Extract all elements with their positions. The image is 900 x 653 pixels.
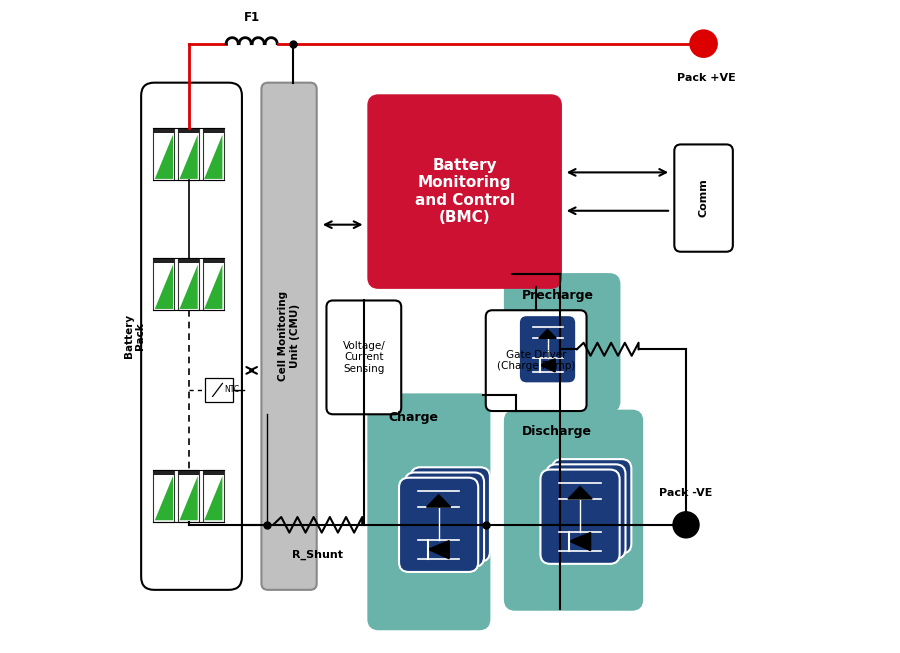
FancyBboxPatch shape — [410, 468, 490, 562]
FancyBboxPatch shape — [486, 310, 587, 411]
Polygon shape — [204, 135, 222, 179]
Text: Charge: Charge — [388, 411, 438, 424]
FancyBboxPatch shape — [141, 83, 242, 590]
FancyBboxPatch shape — [540, 470, 619, 564]
Polygon shape — [428, 541, 449, 559]
Circle shape — [689, 29, 718, 58]
Bar — [154, 470, 175, 475]
Bar — [154, 128, 175, 180]
Polygon shape — [155, 135, 173, 179]
Text: Battery
Monitoring
and Control
(BMC): Battery Monitoring and Control (BMC) — [415, 158, 515, 225]
Polygon shape — [155, 476, 173, 520]
FancyBboxPatch shape — [674, 144, 733, 251]
FancyBboxPatch shape — [519, 315, 576, 383]
Bar — [154, 470, 175, 522]
Text: Precharge: Precharge — [521, 289, 593, 302]
FancyBboxPatch shape — [505, 411, 642, 609]
Bar — [202, 258, 224, 263]
FancyBboxPatch shape — [505, 274, 619, 411]
Polygon shape — [204, 264, 222, 309]
Text: R_Shunt: R_Shunt — [292, 550, 343, 560]
Polygon shape — [568, 486, 592, 499]
FancyBboxPatch shape — [399, 478, 478, 572]
Bar — [202, 128, 224, 180]
Polygon shape — [540, 358, 555, 372]
FancyBboxPatch shape — [552, 459, 631, 554]
Bar — [154, 128, 175, 133]
Text: Gate Driver
(Charge Pump): Gate Driver (Charge Pump) — [497, 350, 575, 372]
Polygon shape — [570, 533, 590, 550]
Text: Voltage/
Current
Sensing: Voltage/ Current Sensing — [343, 341, 385, 374]
Text: F1: F1 — [244, 11, 260, 24]
Text: Battery
Pack: Battery Pack — [124, 314, 146, 358]
FancyBboxPatch shape — [369, 96, 561, 287]
Polygon shape — [179, 476, 198, 520]
Text: Comm: Comm — [698, 179, 708, 217]
FancyBboxPatch shape — [546, 464, 625, 558]
Polygon shape — [539, 329, 556, 338]
Text: Discharge: Discharge — [521, 425, 591, 438]
Text: Cell Monitoring
Unit (CMU): Cell Monitoring Unit (CMU) — [278, 291, 300, 381]
Polygon shape — [204, 476, 222, 520]
Bar — [178, 470, 199, 522]
Bar — [154, 258, 175, 310]
FancyBboxPatch shape — [369, 395, 489, 629]
Bar — [178, 470, 199, 475]
Bar — [202, 470, 224, 522]
Bar — [178, 128, 199, 180]
Text: Pack -VE: Pack -VE — [660, 488, 713, 498]
Polygon shape — [179, 135, 198, 179]
Text: Pack +VE: Pack +VE — [678, 73, 736, 83]
Bar — [178, 128, 199, 133]
FancyBboxPatch shape — [327, 300, 401, 414]
Bar — [202, 258, 224, 310]
Polygon shape — [155, 264, 173, 309]
Bar — [202, 128, 224, 133]
Bar — [178, 258, 199, 263]
Circle shape — [673, 512, 699, 538]
Bar — [205, 378, 233, 402]
Polygon shape — [427, 494, 451, 507]
Bar — [178, 258, 199, 310]
FancyBboxPatch shape — [405, 473, 484, 567]
FancyBboxPatch shape — [261, 83, 317, 590]
Text: NTC: NTC — [224, 385, 239, 394]
Bar — [202, 470, 224, 475]
Polygon shape — [179, 264, 198, 309]
Bar — [154, 258, 175, 263]
